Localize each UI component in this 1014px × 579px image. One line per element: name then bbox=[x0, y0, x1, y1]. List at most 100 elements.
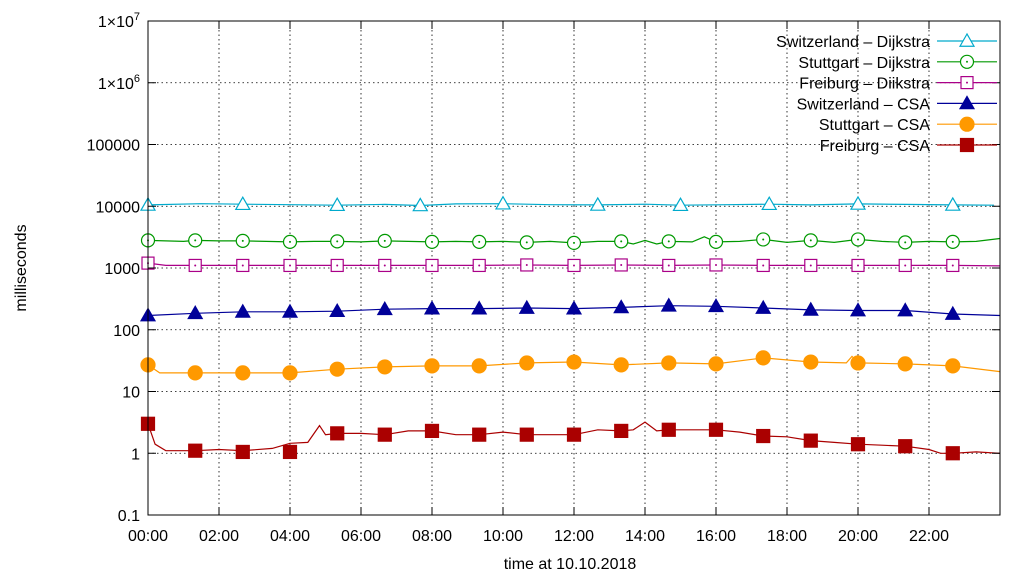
data-point bbox=[472, 427, 487, 442]
series-line bbox=[147, 203, 995, 207]
data-point bbox=[566, 354, 582, 370]
series-4 bbox=[140, 350, 1001, 381]
marker-dot bbox=[715, 240, 717, 243]
marker-dot bbox=[478, 264, 481, 267]
data-point bbox=[945, 446, 960, 461]
data-point bbox=[802, 301, 819, 316]
marker-dot bbox=[857, 264, 859, 267]
data-point bbox=[282, 444, 298, 460]
data-point bbox=[187, 365, 203, 381]
marker-dot bbox=[289, 240, 291, 243]
marker-dot bbox=[762, 264, 765, 267]
marker-dot bbox=[951, 264, 954, 267]
series-3 bbox=[139, 297, 1001, 322]
y-tick-label: 10000 bbox=[96, 199, 141, 216]
data-point bbox=[755, 350, 771, 366]
data-point bbox=[518, 299, 535, 314]
marker-dot bbox=[194, 264, 197, 267]
legend-label: Stuttgart – Dijkstra bbox=[798, 55, 930, 72]
marker-dot bbox=[241, 264, 244, 267]
x-tick-label: 02:00 bbox=[199, 528, 239, 545]
data-point bbox=[661, 355, 677, 371]
y-tick-label: 1×106 bbox=[98, 73, 140, 93]
data-point bbox=[897, 356, 913, 372]
data-point bbox=[613, 357, 629, 373]
data-point bbox=[281, 303, 299, 318]
data-point bbox=[849, 195, 867, 210]
legend-marker bbox=[959, 137, 975, 153]
data-point bbox=[424, 423, 440, 439]
marker-dot bbox=[620, 240, 623, 243]
legend-label: Freiburg – CSA bbox=[820, 138, 931, 155]
marker-dot bbox=[289, 264, 291, 267]
marker-dot bbox=[904, 241, 907, 244]
data-point bbox=[944, 305, 961, 320]
x-tick-label: 10:00 bbox=[483, 528, 523, 545]
data-point bbox=[614, 423, 629, 439]
marker-dot bbox=[966, 60, 968, 63]
legend-marker bbox=[959, 116, 975, 132]
data-point bbox=[377, 359, 393, 375]
data-point bbox=[565, 300, 583, 315]
marker-dot bbox=[573, 264, 575, 267]
marker-dot bbox=[336, 264, 339, 267]
series-5 bbox=[140, 416, 1001, 461]
y-tick-label: 100 bbox=[113, 323, 140, 340]
data-point bbox=[494, 195, 512, 210]
legend-label: Switzerland – CSA bbox=[797, 96, 931, 113]
legend-label: Switzerland – Dijkstra bbox=[776, 34, 930, 51]
legend-marker bbox=[958, 32, 976, 47]
data-point bbox=[850, 437, 866, 452]
x-tick-label: 12:00 bbox=[554, 528, 594, 545]
series-1 bbox=[140, 232, 1001, 250]
data-point bbox=[708, 422, 724, 437]
marker-dot bbox=[809, 239, 812, 242]
data-point bbox=[234, 195, 251, 211]
x-tick-label: 16:00 bbox=[696, 528, 736, 545]
marker-dot bbox=[525, 241, 528, 244]
series-2 bbox=[141, 256, 1001, 273]
marker-dot bbox=[431, 240, 433, 243]
x-tick-label: 04:00 bbox=[270, 528, 310, 545]
data-point bbox=[566, 427, 582, 442]
data-point bbox=[803, 354, 819, 370]
data-point bbox=[330, 426, 345, 441]
marker-dot bbox=[762, 238, 765, 241]
data-point bbox=[376, 301, 393, 316]
series-0 bbox=[139, 195, 995, 212]
data-point bbox=[423, 300, 441, 315]
marker-dot bbox=[383, 239, 386, 242]
data-point bbox=[282, 365, 298, 381]
x-tick-label: 22:00 bbox=[909, 528, 949, 545]
marker-dot bbox=[667, 264, 670, 267]
marker-dot bbox=[620, 263, 623, 266]
data-point bbox=[755, 299, 772, 314]
y-tick-label: 0.1 bbox=[118, 508, 140, 525]
data-point bbox=[519, 355, 535, 371]
data-point bbox=[761, 195, 778, 211]
marker-dot bbox=[478, 240, 481, 243]
marker-dot bbox=[809, 264, 812, 267]
data-point bbox=[471, 358, 487, 374]
data-point bbox=[329, 196, 346, 212]
y-tick-label: 1 bbox=[131, 446, 140, 463]
data-point bbox=[235, 365, 251, 381]
x-tick-label: 14:00 bbox=[625, 528, 665, 545]
marker-dot bbox=[525, 263, 528, 266]
y-tick-label: 10 bbox=[122, 385, 140, 402]
marker-dot bbox=[194, 239, 197, 242]
x-axis: 00:00 02:00 04:00 06:00 08:00 10:00 12:00 14:00… bbox=[128, 21, 949, 545]
x-tick-label: 18:00 bbox=[767, 528, 807, 545]
y-axis: 0.1 1 10 100 1000 10000 100000 1×106 1×107 bbox=[87, 11, 1000, 525]
series-line bbox=[147, 236, 1001, 245]
marker-dot bbox=[336, 240, 339, 243]
data-point bbox=[672, 196, 689, 212]
data-point bbox=[849, 302, 867, 317]
data-point bbox=[377, 427, 392, 442]
x-axis-label: time at 10.10.2018 bbox=[504, 556, 637, 573]
data-point bbox=[850, 355, 866, 371]
y-tick-label: 100000 bbox=[87, 138, 140, 155]
grid bbox=[148, 21, 1000, 515]
marker-dot bbox=[383, 264, 386, 267]
